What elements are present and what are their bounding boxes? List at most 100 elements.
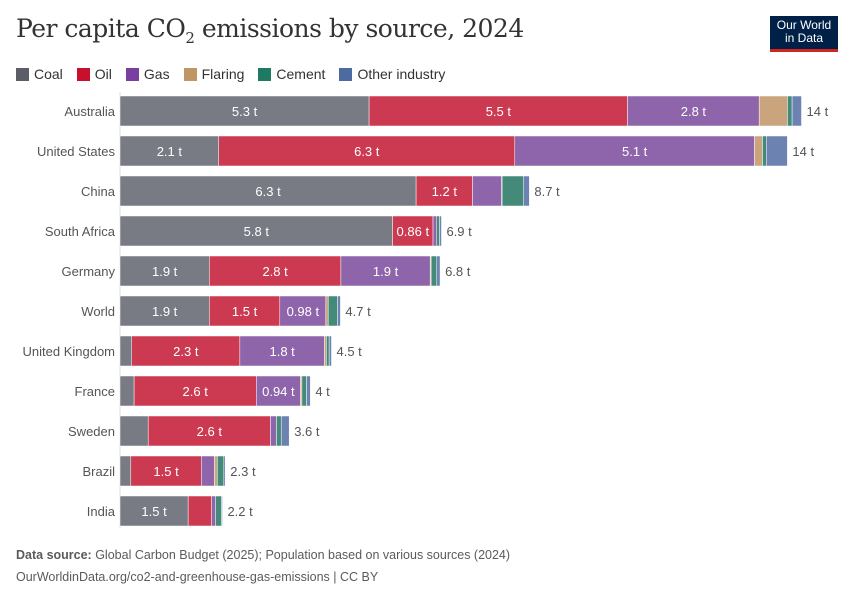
bar-segment-gas [627,95,760,127]
segment-label: 0.98 t [287,304,320,319]
bar-segment-gas [239,335,325,367]
segment-label: 6.3 t [354,144,380,159]
bar-segment-other-industry [439,215,442,247]
legend-swatch [16,67,29,81]
bar-segment-coal [119,295,210,327]
bar-segment-cement [787,95,793,127]
total-label: 4 t [315,384,330,399]
bar-segment-coal [119,175,417,207]
segment-label: 2.8 t [262,264,288,279]
legend-item-gas[interactable]: Gas [125,66,170,82]
legend-item-other-industry[interactable]: Other industry [339,66,445,82]
bar-segment-coal [119,95,370,127]
bar-segment-other-industry [280,415,290,447]
segment-label: 1.9 t [152,304,178,319]
bar-segment-coal [119,335,132,367]
legend-label: Cement [276,66,326,82]
segment-label: 1.8 t [270,344,296,359]
bar-segment-cement [301,375,307,407]
segment-label: 2.8 t [681,104,707,119]
total-label: 2.3 t [230,464,256,479]
segment-label: 1.9 t [373,264,399,279]
category-label: United Kingdom [23,344,116,359]
bar-segment-oil [368,95,628,127]
bar-segment-cement [762,135,767,167]
bar-segment-gas [340,255,431,287]
bar-segment-oil [392,215,434,247]
bar-segment-flaring [325,295,329,327]
bar-segment-gas [279,295,327,327]
bar-segment-other-industry [523,175,530,207]
segment-label: 0.94 t [262,384,295,399]
segment-label: 2.1 t [157,144,183,159]
bar-segment-cement [215,495,222,527]
bar-segment-gas [514,135,755,167]
total-label: 2.2 t [227,504,253,519]
bar-segment-other-industry [436,255,441,287]
bar-segment-oil [131,335,241,367]
legend-swatch [125,67,139,81]
legend-swatch [76,67,90,81]
bar-segment-oil [187,495,212,527]
legend-swatch [183,67,197,81]
bar-segment-oil [218,135,516,167]
category-label: Germany [62,264,116,279]
chart-title: Per capita CO2 emissions by source, 2024 [16,14,524,47]
bar-segment-cement [326,335,330,367]
category-label: Australia [64,104,115,119]
data-source: Data source: Global Carbon Budget (2025)… [16,548,511,562]
total-label: 14 t [792,144,814,159]
bar-segment-coal [119,415,149,447]
legend-label: Flaring [201,66,245,82]
bar-segment-coal [119,375,135,407]
bar-segment-oil [415,175,473,207]
legend-item-oil[interactable]: Oil [76,66,112,82]
bar-segment-flaring [214,455,218,487]
bar-segment-oil [130,455,202,487]
legend-item-cement[interactable]: Cement [258,66,325,82]
legend-item-coal[interactable]: Coal [16,66,63,82]
segment-label: 2.6 t [197,424,223,439]
total-label: 3.6 t [294,424,320,439]
segment-label: 6.3 t [255,184,281,199]
legend: Coal Oil Gas Flaring Cement Other industry [16,66,445,82]
bar-segment-cement [501,175,524,207]
bar-segment-other-industry [337,295,341,327]
bar-segment-flaring [758,95,788,127]
category-label: World [81,304,115,319]
bar-segment-other-industry [223,455,226,487]
bar-segment-oil [209,295,281,327]
bar-segment-oil [209,255,342,287]
bar-segment-coal [119,455,132,487]
bar-segment-flaring [324,335,327,367]
footer-url[interactable]: OurWorldinData.org/co2-and-greenhouse-ga… [16,570,379,584]
legend-item-flaring[interactable]: Flaring [183,66,245,82]
bar-segment-oil [133,375,257,407]
total-label: 8.7 t [534,184,560,199]
legend-swatch [339,67,353,81]
segment-label: 2.6 t [183,384,209,399]
category-label: Brazil [82,464,115,479]
bar-segment-cement [430,255,438,287]
legend-label: Coal [34,66,63,82]
category-label: India [87,504,116,519]
bar-segment-coal [119,255,210,287]
legend-label: Other industry [357,66,446,82]
bar-segment-gas [270,415,277,447]
category-label: South Africa [45,224,116,239]
total-label: 4.5 t [337,344,363,359]
bar-segment-gas [432,215,438,247]
category-label: Sweden [68,424,115,439]
segment-label: 5.8 t [244,224,270,239]
legend-label: Gas [143,66,170,82]
owid-logo[interactable]: Our World in Data [770,16,838,52]
total-label: 6.9 t [446,224,472,239]
total-label: 4.7 t [345,304,371,319]
bar-segment-other-industry [221,495,223,527]
segment-label: 5.5 t [486,104,512,119]
bar-segment-flaring [754,135,763,167]
bar-segment-cement [217,455,225,487]
bar-segment-gas [211,495,216,527]
segment-label: 0.86 t [397,224,430,239]
bar-segment-other-industry [766,135,788,167]
